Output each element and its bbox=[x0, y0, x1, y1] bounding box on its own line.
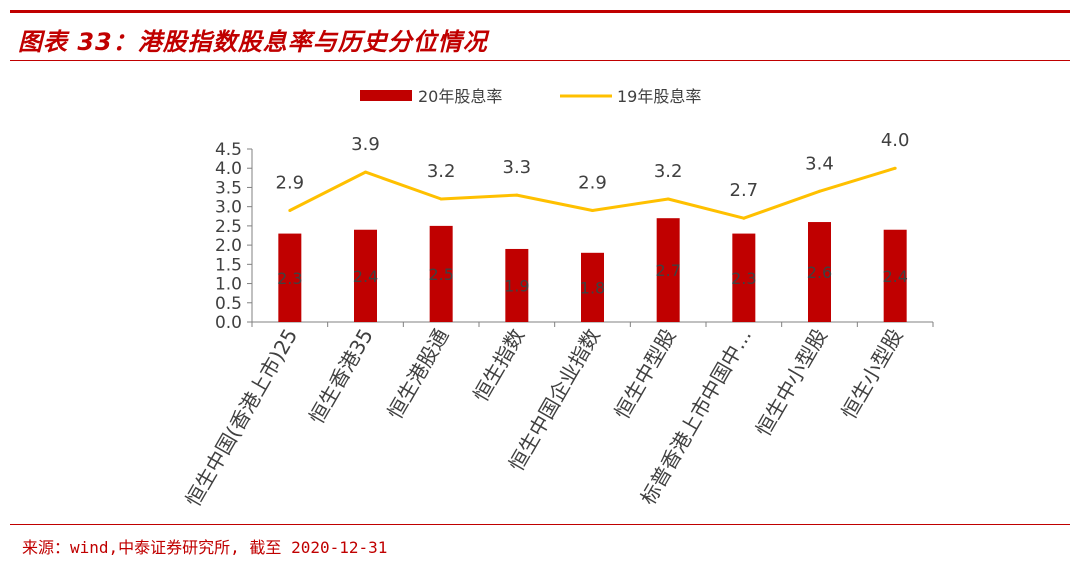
bar-value-label: 2.7 bbox=[655, 261, 680, 280]
bar bbox=[278, 233, 302, 322]
line-point bbox=[288, 209, 292, 213]
x-category-label: 恒生指数 bbox=[468, 325, 529, 406]
x-category-label: 恒生中型股 bbox=[610, 325, 681, 424]
y-tick-label: 3.0 bbox=[215, 198, 242, 218]
line-value-label: 3.2 bbox=[427, 161, 456, 182]
legend-label-bar: 20年股息率 bbox=[418, 87, 502, 106]
y-tick-label: 2.0 bbox=[215, 236, 242, 256]
y-tick-label: 1.5 bbox=[215, 255, 242, 275]
bar-value-label: 1.8 bbox=[580, 278, 605, 297]
line-point bbox=[742, 216, 746, 220]
line-value-label: 3.4 bbox=[805, 153, 834, 174]
line-point bbox=[591, 209, 594, 213]
x-category-label: 恒生港股通 bbox=[383, 324, 454, 423]
line-point bbox=[666, 197, 670, 201]
y-tick-label: 4.5 bbox=[215, 140, 242, 160]
bar bbox=[581, 252, 604, 322]
bar-value-label: 2.6 bbox=[807, 263, 832, 282]
bar bbox=[732, 233, 756, 322]
title-rule bbox=[10, 60, 1070, 61]
x-category-label: 恒生小型股 bbox=[837, 325, 908, 424]
x-category-label: 恒生中小型股 bbox=[751, 325, 832, 441]
y-tick-label: 4.0 bbox=[215, 159, 242, 179]
bar bbox=[354, 229, 377, 322]
bar bbox=[505, 248, 529, 322]
line-value-label: 3.2 bbox=[654, 161, 683, 182]
bar-value-label: 2.4 bbox=[882, 267, 907, 286]
bottom-rule bbox=[10, 524, 1070, 525]
line-point bbox=[515, 193, 519, 197]
source-note: 来源：wind,中泰证券研究所, 截至 2020-12-31 bbox=[22, 538, 388, 557]
y-tick-label: 0.5 bbox=[215, 294, 242, 314]
y-tick-label: 0.0 bbox=[215, 313, 242, 333]
line-point bbox=[818, 189, 821, 193]
bar-value-label: 2.4 bbox=[353, 267, 378, 286]
line-value-label: 2.7 bbox=[730, 180, 759, 201]
bar-value-label: 1.9 bbox=[504, 276, 529, 295]
x-category-label: 恒生香港35 bbox=[304, 325, 378, 428]
y-tick-label: 1.0 bbox=[215, 275, 242, 295]
bar bbox=[883, 229, 907, 322]
y-tick-label: 2.5 bbox=[215, 217, 242, 237]
bar-value-label: 2.3 bbox=[277, 269, 302, 288]
line-point bbox=[893, 166, 897, 170]
top-rule bbox=[10, 10, 1070, 13]
line-value-label: 2.9 bbox=[578, 173, 607, 194]
bar-value-label: 2.3 bbox=[731, 269, 756, 288]
bar bbox=[656, 218, 680, 322]
legend-swatch-bar bbox=[360, 90, 412, 101]
bar-value-label: 2.5 bbox=[428, 265, 453, 284]
line-value-label: 2.9 bbox=[276, 173, 305, 194]
x-category-label: 恒生中国(香港上市)25 bbox=[181, 325, 302, 511]
bar bbox=[808, 222, 831, 322]
line-point bbox=[439, 197, 443, 201]
figure-title: 图表 33：港股指数股息率与历史分位情况 bbox=[18, 28, 488, 56]
line-value-label: 4.0 bbox=[881, 130, 910, 151]
y-tick-label: 3.5 bbox=[215, 178, 242, 198]
line-value-label: 3.9 bbox=[351, 134, 380, 155]
legend-label-line: 19年股息率 bbox=[617, 87, 701, 106]
dividend-yield-chart: 20年股息率 19年股息率0.00.51.01.52.02.53.03.54.04… bbox=[181, 87, 934, 511]
bar bbox=[429, 225, 453, 322]
line-point bbox=[364, 170, 367, 174]
line-value-label: 3.3 bbox=[503, 157, 532, 178]
